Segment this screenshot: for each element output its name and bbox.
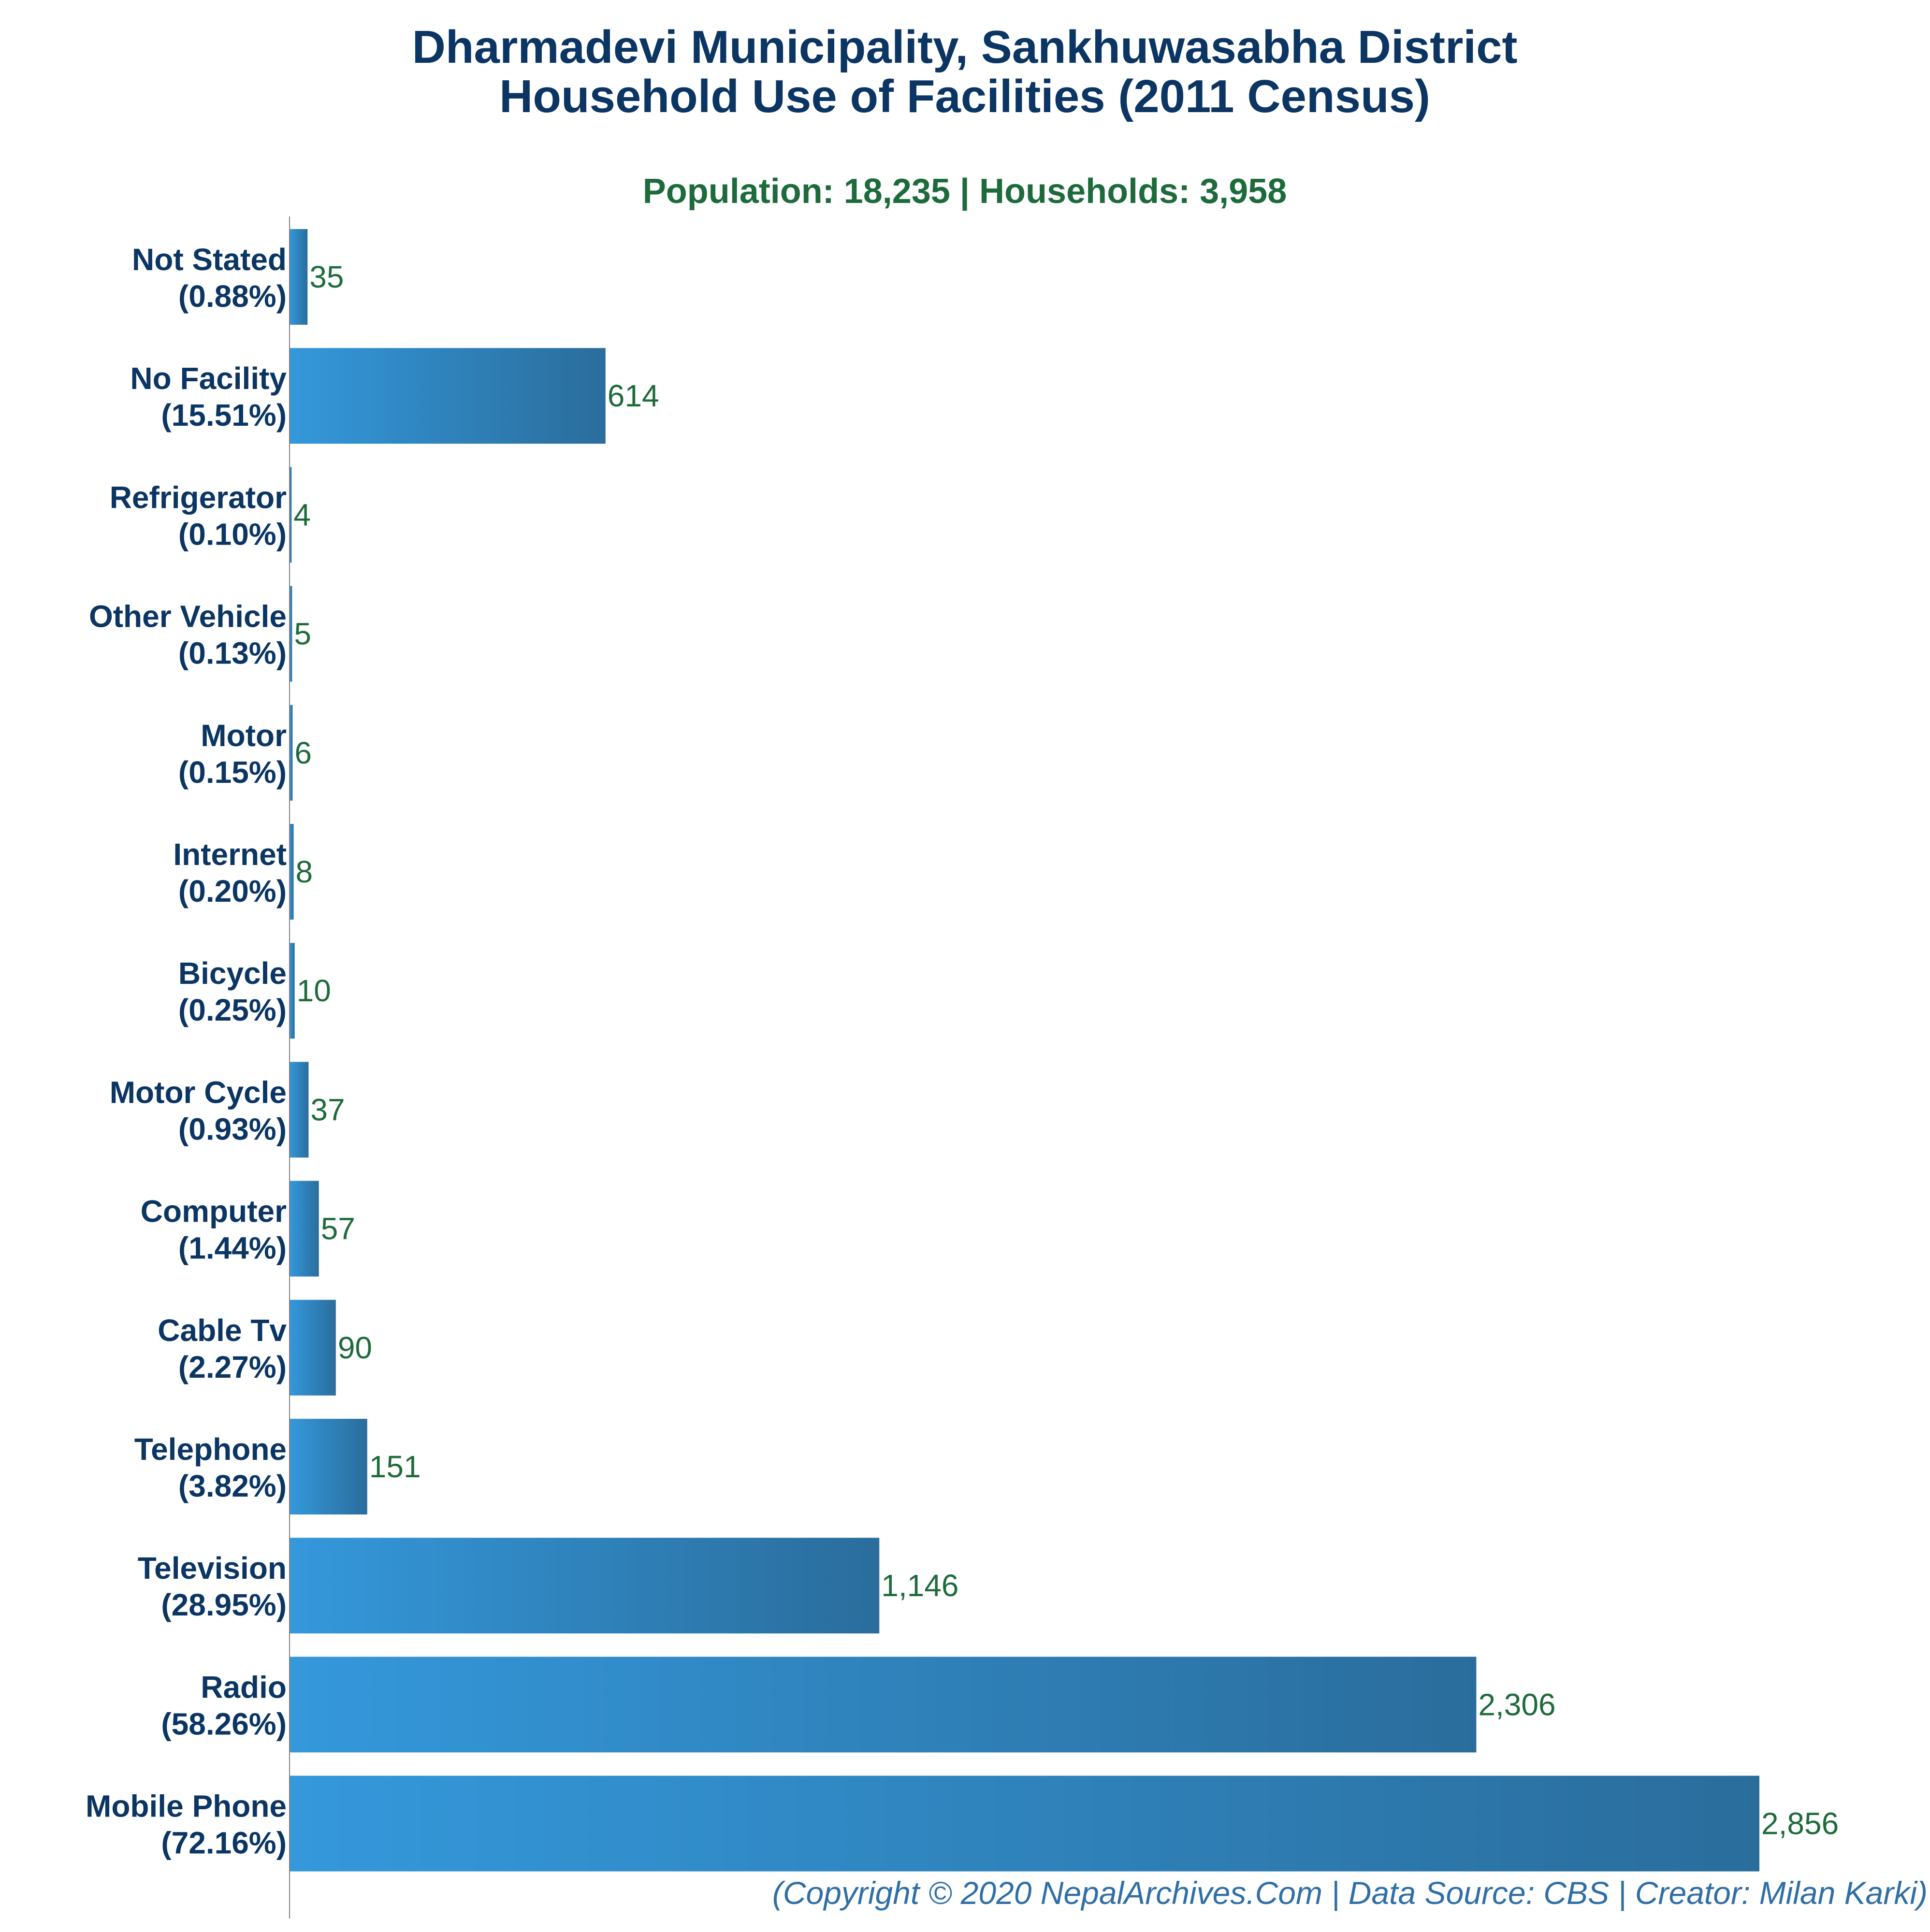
category-percent-motor: (0.15%) — [178, 755, 287, 790]
bar-television — [290, 1538, 880, 1634]
category-label-motor: Motor — [201, 718, 287, 753]
category-percent-television: (28.95%) — [161, 1587, 287, 1622]
category-percent-no-facility: (15.51%) — [161, 398, 287, 433]
bar-no-facility — [290, 348, 606, 444]
category-label-telephone: Telephone — [134, 1432, 287, 1467]
category-percent-internet: (0.20%) — [178, 874, 287, 908]
category-percent-mobile-phone: (72.16%) — [161, 1826, 287, 1860]
category-percent-computer: (1.44%) — [178, 1231, 287, 1266]
category-percent-motor-cycle: (0.93%) — [178, 1111, 287, 1146]
value-label-motor-cycle: 37 — [310, 1092, 345, 1127]
category-percent-radio: (58.26%) — [161, 1706, 287, 1741]
bar-radio — [290, 1657, 1477, 1753]
value-label-other-vehicle: 5 — [294, 617, 311, 651]
bar-telephone — [290, 1419, 367, 1514]
value-label-computer: 57 — [321, 1211, 355, 1246]
category-percent-refrigerator: (0.10%) — [178, 517, 287, 551]
chart-title-line2: Household Use of Facilities (2011 Census… — [499, 71, 1430, 122]
category-percent-other-vehicle: (0.13%) — [178, 636, 287, 671]
value-label-radio: 2,306 — [1478, 1687, 1555, 1722]
value-label-television: 1,146 — [881, 1568, 958, 1603]
category-labels-group: Not Stated(0.88%) No Facility(15.51%) Refr… — [86, 242, 287, 1860]
category-label-motor-cycle: Motor Cycle — [110, 1075, 287, 1110]
value-label-motor: 6 — [294, 735, 312, 770]
category-label-refrigerator: Refrigerator — [110, 480, 287, 515]
category-label-not-stated: Not Stated — [132, 242, 287, 277]
value-label-internet: 8 — [296, 854, 313, 889]
category-label-mobile-phone: Mobile Phone — [86, 1789, 287, 1824]
bar-computer — [290, 1181, 319, 1277]
value-label-no-facility: 614 — [608, 378, 659, 413]
value-labels-group: 35 614 4 5 6 8 10 37 57 90 151 1,146 2,306 2,856 — [293, 260, 1839, 1841]
category-label-computer: Computer — [141, 1194, 287, 1229]
bar-cable-tv — [290, 1299, 336, 1396]
category-percent-bicycle: (0.25%) — [178, 993, 287, 1027]
category-label-radio: Radio — [201, 1670, 287, 1704]
value-label-mobile-phone: 2,856 — [1761, 1806, 1839, 1841]
chart-title-line1: Dharmadevi Municipality, Sankhuwasabha D… — [412, 21, 1518, 73]
category-label-internet: Internet — [173, 837, 287, 872]
bar-refrigerator — [290, 467, 292, 563]
category-percent-telephone: (3.82%) — [178, 1469, 287, 1503]
bar-not-stated — [290, 229, 308, 325]
bar-mobile-phone — [290, 1775, 1759, 1872]
bar-motor — [290, 705, 293, 801]
bars-group — [290, 229, 1759, 1872]
bar-bicycle — [290, 943, 295, 1039]
category-percent-not-stated: (0.88%) — [178, 279, 287, 314]
category-label-other-vehicle: Other Vehicle — [89, 599, 287, 634]
value-label-refrigerator: 4 — [293, 497, 311, 532]
category-label-cable-tv: Cable Tv — [158, 1313, 287, 1348]
bar-internet — [290, 824, 294, 920]
category-percent-cable-tv: (2.27%) — [178, 1350, 287, 1384]
bar-motor-cycle — [290, 1062, 309, 1158]
category-label-television: Television — [138, 1551, 287, 1586]
category-label-bicycle: Bicycle — [178, 956, 287, 991]
value-label-not-stated: 35 — [309, 260, 344, 294]
category-label-no-facility: No Facility — [130, 361, 287, 396]
value-label-bicycle: 10 — [297, 973, 331, 1008]
chart-subtitle: Population: 18,235 | Households: 3,958 — [643, 172, 1287, 211]
value-label-telephone: 151 — [369, 1449, 421, 1484]
value-label-cable-tv: 90 — [338, 1330, 372, 1365]
chart-footer: (Copyright © 2020 NepalArchives.Com | Da… — [772, 1875, 1928, 1912]
bar-other-vehicle — [290, 586, 292, 682]
